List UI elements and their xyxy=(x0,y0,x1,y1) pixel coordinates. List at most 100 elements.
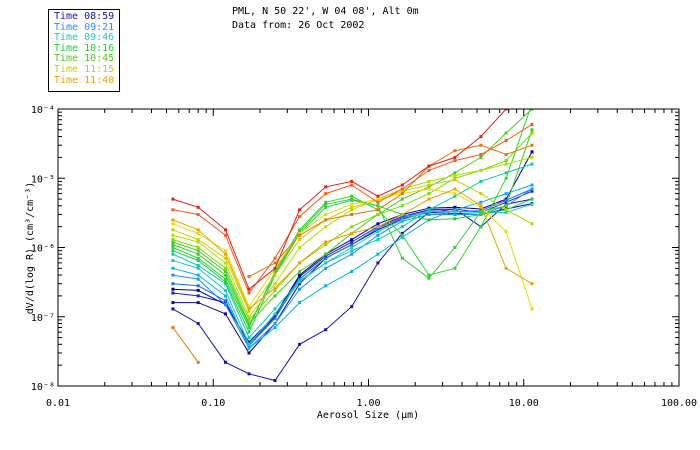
series-line xyxy=(172,327,199,363)
data-point xyxy=(224,261,227,265)
data-point xyxy=(324,202,328,206)
data-point xyxy=(504,192,508,196)
data-point xyxy=(224,301,227,305)
data-point xyxy=(376,194,380,198)
data-point xyxy=(479,204,483,208)
data-point xyxy=(427,168,431,172)
data-point xyxy=(427,164,431,168)
data-point xyxy=(504,230,508,233)
data-point xyxy=(298,282,302,286)
data-point xyxy=(273,273,277,277)
data-point xyxy=(400,233,404,237)
data-point xyxy=(350,252,354,256)
x-tick-label: 1.00 xyxy=(356,398,380,409)
data-point xyxy=(479,210,483,214)
legend-entry: Time 10:45 xyxy=(54,53,115,65)
data-point xyxy=(400,197,404,201)
data-point xyxy=(530,189,534,193)
data-point xyxy=(324,284,328,288)
data-point xyxy=(247,346,251,350)
data-point xyxy=(479,192,483,196)
series-line xyxy=(248,144,533,278)
data-point xyxy=(247,326,251,329)
data-point xyxy=(247,309,251,313)
data-point xyxy=(530,150,534,154)
data-point xyxy=(273,261,277,265)
data-point xyxy=(453,217,457,221)
data-point xyxy=(324,266,328,270)
series-s19 xyxy=(171,143,534,364)
location-text: PML, N 50 22', W 04 08', Alt 0m xyxy=(232,6,419,17)
data-point xyxy=(324,240,328,244)
legend-entry: Time 11:40 xyxy=(54,74,115,86)
data-point xyxy=(453,210,457,214)
data-point xyxy=(376,208,380,212)
axis-layer: 0.01 0.10 1.00 10.00 100.00 10⁻⁸ 10⁻⁷ 10⁻⁶ 10⁻⁵ 1… xyxy=(31,105,697,409)
data-point xyxy=(531,102,534,105)
data-point xyxy=(453,213,457,216)
data-point xyxy=(530,131,534,135)
data-point xyxy=(247,330,251,334)
data-point xyxy=(350,213,354,216)
data-point xyxy=(400,183,404,187)
data-point xyxy=(350,225,354,229)
data-point xyxy=(171,228,175,232)
data-point xyxy=(427,208,431,212)
data-point xyxy=(298,342,302,346)
data-point xyxy=(350,208,354,212)
data-point xyxy=(324,185,328,189)
data-point xyxy=(350,238,354,242)
data-point xyxy=(224,294,227,298)
data-point xyxy=(376,230,380,233)
series-s13 xyxy=(171,109,534,325)
data-point xyxy=(324,225,328,229)
data-point xyxy=(531,102,534,105)
legend-entry: Time 09:46 xyxy=(54,32,115,44)
data-point xyxy=(224,280,227,284)
data-point xyxy=(427,206,431,210)
data-point xyxy=(273,307,277,311)
x-axis-label: Aerosol Size (µm) xyxy=(317,410,419,421)
data-point xyxy=(376,261,380,265)
data-point xyxy=(350,179,354,183)
header-info: PML, N 50 22', W 04 08', Alt 0m Data fro… xyxy=(232,5,419,33)
data-point xyxy=(196,301,200,305)
data-point xyxy=(298,228,302,232)
data-point xyxy=(324,192,328,196)
data-point xyxy=(479,207,483,211)
data-point xyxy=(427,185,431,189)
data-point xyxy=(453,194,457,198)
data-point xyxy=(453,173,457,177)
data-point xyxy=(298,273,302,277)
data-point xyxy=(224,266,227,270)
data-point xyxy=(247,305,251,309)
data-point xyxy=(298,261,302,265)
data-point xyxy=(298,233,302,237)
data-point xyxy=(196,228,200,232)
data-point xyxy=(427,197,431,201)
data-point xyxy=(247,322,251,325)
data-point xyxy=(400,231,404,235)
data-point xyxy=(298,279,302,283)
legend-entry: Time 10:16 xyxy=(54,42,115,54)
data-point xyxy=(171,222,175,226)
data-point xyxy=(298,287,302,291)
data-point xyxy=(530,183,534,187)
data-point xyxy=(171,282,175,286)
data-point xyxy=(247,315,251,319)
data-point xyxy=(427,192,431,196)
data-point xyxy=(247,336,251,340)
data-point xyxy=(376,200,380,204)
data-point xyxy=(504,208,508,212)
y-tick-label: 10⁻⁵ xyxy=(31,174,55,185)
data-point xyxy=(224,312,227,316)
data-point xyxy=(350,270,354,273)
data-point xyxy=(196,240,200,244)
data-point xyxy=(504,131,508,135)
data-point xyxy=(247,340,251,344)
x-tick-label: 10.00 xyxy=(509,398,539,409)
data-point xyxy=(530,155,534,159)
data-point xyxy=(453,266,457,270)
data-point xyxy=(196,360,200,364)
